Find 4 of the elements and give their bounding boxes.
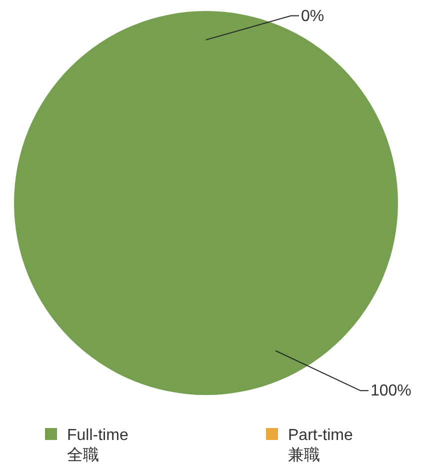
legend-label: Full-time 全職	[67, 427, 128, 464]
data-label: 100%	[370, 382, 412, 400]
legend-label: Part-time 兼職	[288, 427, 353, 464]
text: 0%	[301, 8, 324, 25]
